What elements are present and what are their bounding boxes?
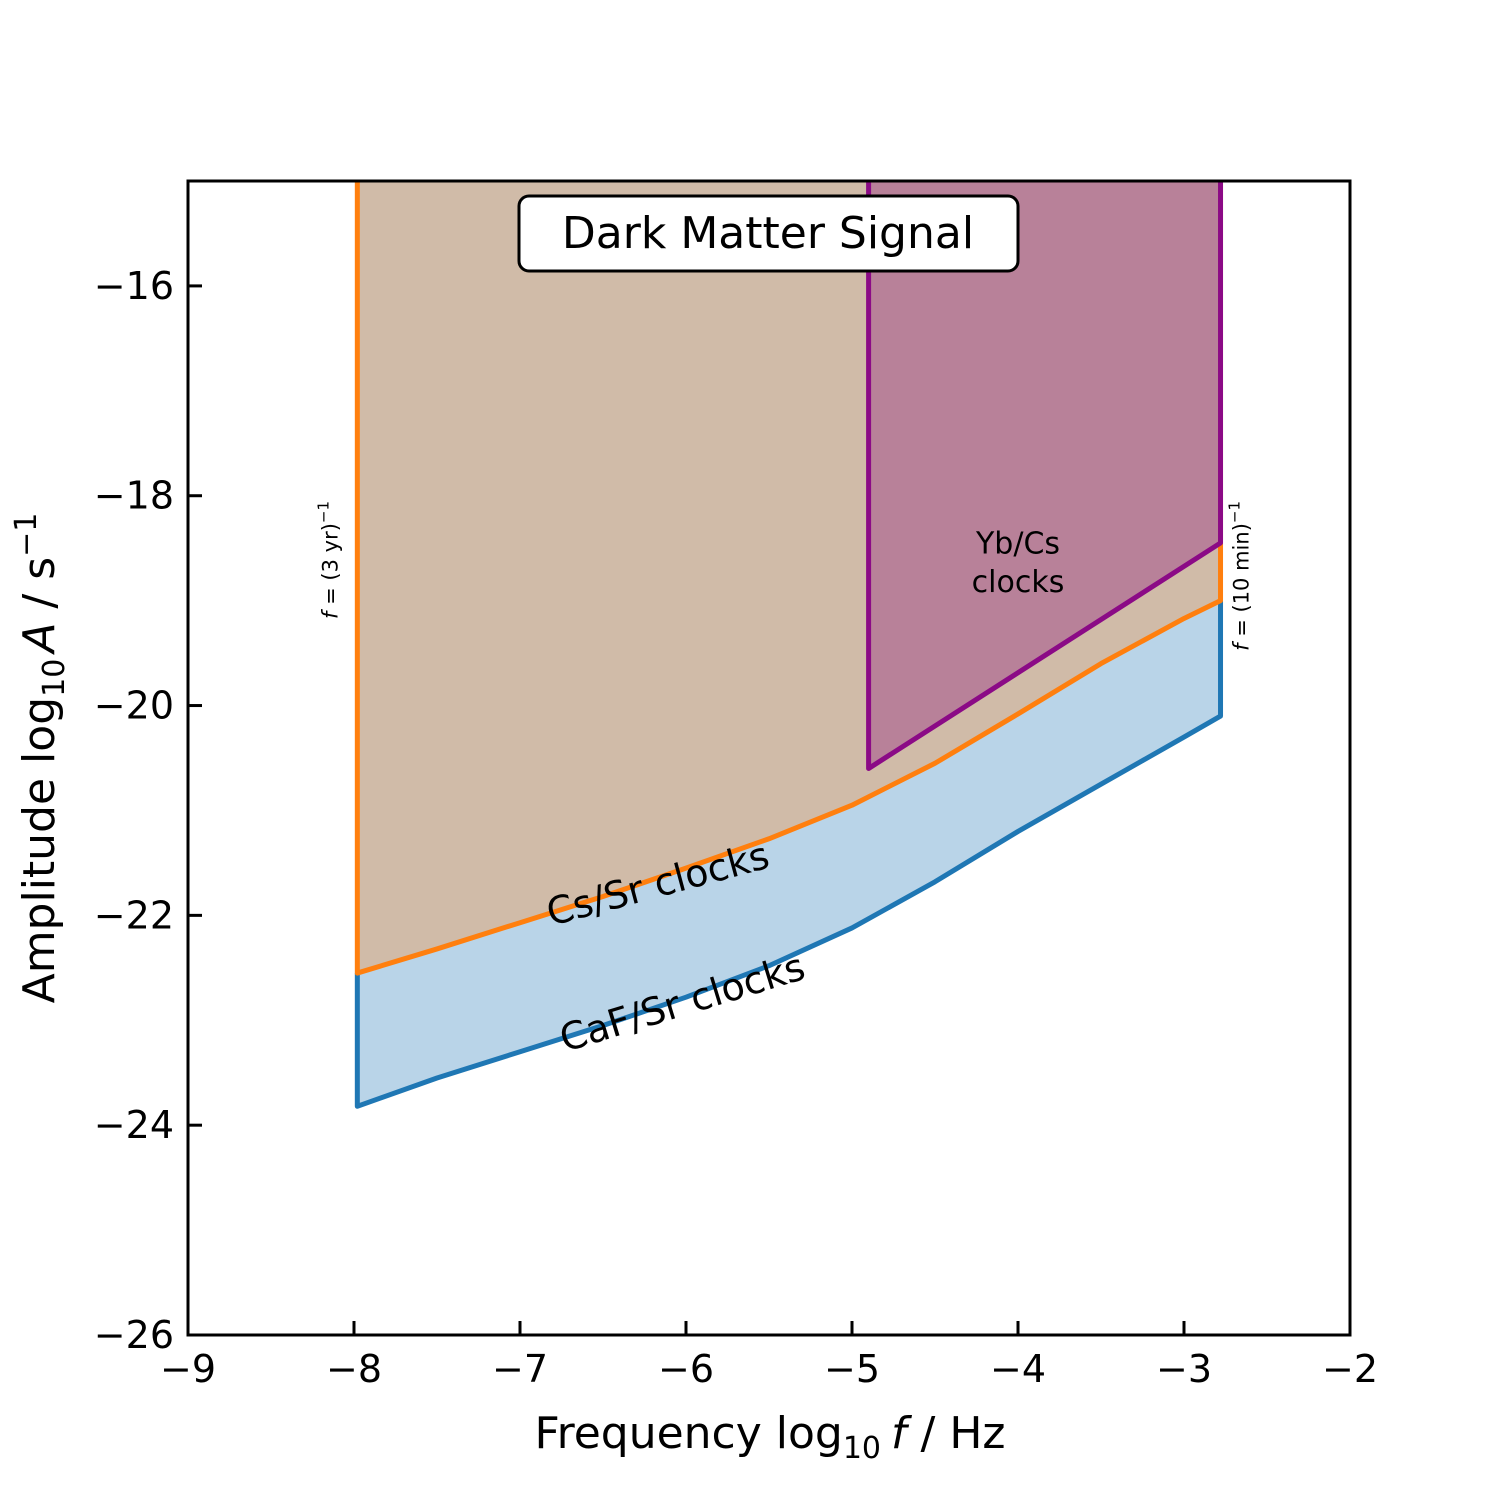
x-axis-label: Frequency log10 f / Hz bbox=[534, 1408, 1005, 1466]
y-tick-label: −22 bbox=[94, 893, 174, 937]
y-axis-label-prefix: Amplitude log bbox=[14, 697, 65, 1004]
caf-sr-region bbox=[357, 600, 1221, 1107]
x-tick-label: −4 bbox=[990, 1347, 1046, 1391]
y-axis-label-suffix: / s bbox=[14, 557, 65, 623]
x-tick-label: −2 bbox=[1322, 1347, 1378, 1391]
vline-label-3yr-italic: f bbox=[318, 608, 342, 619]
vline-label-10min: f = (10 min)−1 bbox=[1226, 501, 1254, 651]
y-tick-label: −16 bbox=[94, 264, 174, 308]
yb-cs-label-line2: clocks bbox=[972, 565, 1065, 600]
chart-title-box: Dark Matter Signal bbox=[517, 194, 1020, 273]
chart-title: Dark Matter Signal bbox=[562, 208, 974, 259]
y-axis-label: Amplitude log10A / s−1 bbox=[9, 513, 72, 1004]
y-tick-label: −26 bbox=[94, 1313, 174, 1357]
chart-title-frame bbox=[517, 194, 1020, 273]
axes-frame bbox=[186, 179, 1352, 1337]
vline-label-3yr: f = (3 yr)−1 bbox=[314, 501, 342, 619]
x-tick-label: −3 bbox=[1156, 1347, 1212, 1391]
vline-label-10min-superscript: −1 bbox=[1226, 501, 1244, 523]
region-fills bbox=[357, 181, 1221, 1107]
x-tick-label: −6 bbox=[658, 1347, 714, 1391]
y-tick-label: −20 bbox=[94, 684, 174, 728]
yb-cs-label-line1: Yb/Cs bbox=[975, 526, 1060, 561]
vline-label-3yr-superscript: −1 bbox=[314, 501, 332, 523]
x-tick-label: −9 bbox=[160, 1347, 216, 1391]
y-tick-label: −18 bbox=[94, 474, 174, 518]
cs-sr-line bbox=[354, 181, 1224, 976]
x-axis-label-prefix: Frequency log bbox=[534, 1408, 842, 1459]
x-tick-label: −7 bbox=[492, 1347, 548, 1391]
ticks: −9 −8 −7 −6 −5 −4 −3 −2 −26 −24 −22 −20 −18 −16 bbox=[94, 264, 1378, 1391]
yb-cs-region bbox=[868, 181, 1221, 769]
x-tick-label: −8 bbox=[326, 1347, 382, 1391]
vline-label-10min-text: = (10 min) bbox=[1230, 523, 1254, 643]
vline-label-3yr-text: = (3 yr) bbox=[318, 523, 342, 611]
y-axis-label-superscript: −1 bbox=[9, 513, 44, 557]
x-axis-label-subscript: 10 bbox=[843, 1431, 881, 1466]
region-boundaries bbox=[354, 181, 1224, 1109]
y-axis-label-italic: A bbox=[14, 623, 65, 656]
yb-cs-line bbox=[866, 181, 1224, 771]
vline-label-10min-italic: f bbox=[1230, 640, 1254, 651]
x-axis-label-suffix: / Hz bbox=[907, 1408, 1006, 1459]
x-tick-label: −5 bbox=[824, 1347, 880, 1391]
y-axis-label-subscript: 10 bbox=[37, 659, 72, 697]
caf-sr-line bbox=[354, 600, 1224, 1109]
y-tick-label: −24 bbox=[94, 1103, 174, 1147]
